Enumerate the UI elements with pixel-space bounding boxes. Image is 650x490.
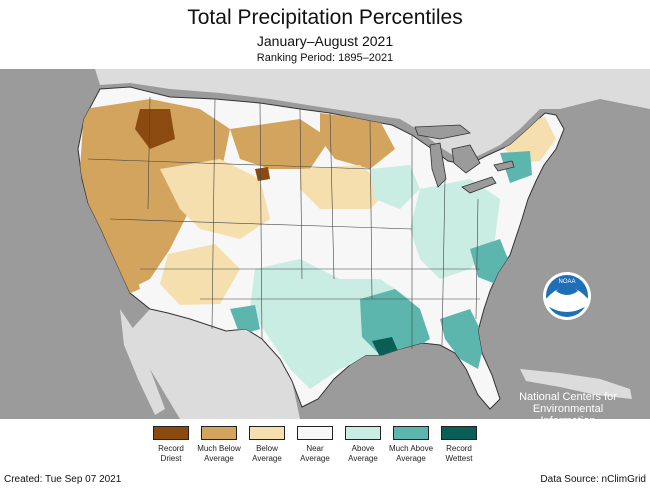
ranking-period: Ranking Period: 1895–2021 <box>256 52 394 64</box>
legend-item-below: Below Average <box>243 426 291 464</box>
caribbean-islands <box>520 369 632 399</box>
legend-label: Record Driest <box>158 444 184 463</box>
legend-swatch <box>201 426 237 440</box>
legend-swatch <box>153 426 189 440</box>
blob-texas-much-above <box>230 305 260 335</box>
legend-item-near: Near Average <box>291 426 339 464</box>
legend-swatch <box>297 426 333 440</box>
ncei-name: National Centers for Environmental Infor… <box>508 391 628 427</box>
blob-iowa-above <box>370 165 420 209</box>
lake-erie <box>461 176 497 194</box>
blob-gulf-much-above <box>360 289 430 355</box>
legend-label: Above Average <box>348 444 378 463</box>
ncei-line-2: Environmental <box>532 403 604 415</box>
ncei-line-1: National Centers for <box>519 391 617 403</box>
blob-montana-much-below <box>230 119 330 169</box>
blob-south-above <box>250 259 420 389</box>
lake-michigan <box>429 142 447 188</box>
blob-arizona-below <box>160 244 240 305</box>
lake-huron <box>451 144 481 174</box>
legend-swatch <box>441 426 477 440</box>
data-source: Data Source: nClimGrid <box>540 474 646 485</box>
legend-item-much-below: Much Below Average <box>195 426 243 464</box>
lake-superior <box>414 124 471 140</box>
legend-label: Much Above Average <box>388 444 434 463</box>
baja-peninsula <box>120 309 165 415</box>
blob-north-dakota-much-below <box>320 113 395 169</box>
blob-new-england-much-above <box>500 151 532 183</box>
legend-swatch <box>345 426 381 440</box>
blob-great-basin-below <box>160 159 270 239</box>
created-date: Created: Tue Sep 07 2021 <box>4 474 122 485</box>
noaa-logo: NOAA <box>543 272 591 320</box>
blob-florida-panhandle-much-above <box>440 309 485 369</box>
legend-label: Near Average <box>300 444 330 463</box>
legend-swatch <box>393 426 429 440</box>
blob-west-much-below <box>80 99 230 289</box>
blob-oregon-record-driest <box>135 109 175 149</box>
ncei-line-3: Information <box>540 415 596 427</box>
legend-item-record-wettest: Record Wettest <box>435 426 483 464</box>
legend-item-above: Above Average <box>339 426 387 464</box>
legend-item-record-driest: Record Driest <box>147 426 195 464</box>
noaa-logo-text: NOAA <box>558 279 575 285</box>
lake-ontario <box>493 160 515 172</box>
precipitation-blobs <box>80 99 556 389</box>
legend: Record Driest Much Below Average Below A… <box>147 426 487 482</box>
state-boundaries <box>87 96 480 349</box>
canada-landmass <box>95 69 650 161</box>
legend-swatch <box>249 426 285 440</box>
blob-nebraska-below <box>300 165 390 209</box>
legend-item-much-above: Much Above Average <box>387 426 435 464</box>
blob-wyoming-record-driest <box>255 167 270 181</box>
legend-label: Record Wettest <box>445 444 473 463</box>
map-period: January–August 2021 <box>256 33 394 49</box>
precipitation-map: NOAA National Centers for Environmental … <box>0 69 650 427</box>
map-title: Total Precipitation Percentiles <box>187 6 463 29</box>
legend-label: Much Below Average <box>197 444 241 463</box>
legend-label: Below Average <box>252 444 282 463</box>
